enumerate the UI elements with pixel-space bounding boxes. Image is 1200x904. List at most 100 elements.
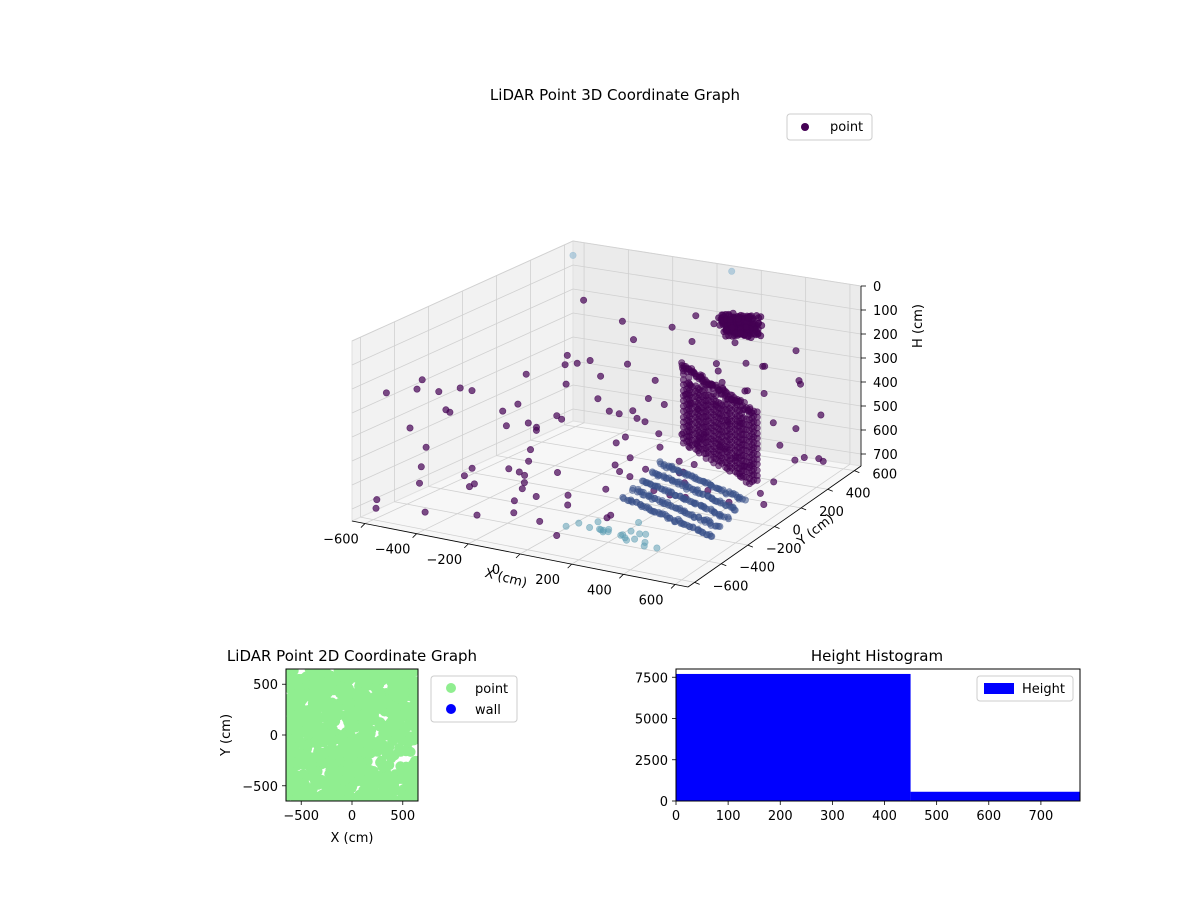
chart-2d-point <box>388 701 399 712</box>
chart-3d-point <box>769 419 777 427</box>
chart-3d-point <box>760 389 768 397</box>
chart-2d-point <box>288 669 299 676</box>
chart-2d-point <box>286 706 295 717</box>
chart-3d-point <box>596 525 604 533</box>
chart-3d-point <box>791 456 799 464</box>
chart-2d-point <box>359 720 370 731</box>
chart-2d-point <box>318 758 329 769</box>
chart-3d-title: LiDAR Point 3D Coordinate Graph <box>490 86 740 104</box>
chart-2d-point <box>402 794 413 801</box>
chart-3d-point <box>688 337 696 345</box>
chart-histogram-y-tick-label: 2500 <box>635 754 668 769</box>
chart-2d-point <box>323 669 334 680</box>
chart-3d-point <box>750 330 758 338</box>
chart-3d-point <box>744 314 752 322</box>
chart-2d-point <box>292 792 303 801</box>
chart-3d-point <box>621 433 629 441</box>
chart-3d-x-tickmark <box>670 584 676 589</box>
chart-2d-point <box>393 691 404 702</box>
chart-histogram-x-tick-label: 300 <box>820 809 845 824</box>
chart-3d-point <box>629 407 637 415</box>
chart-2d-point <box>296 728 307 739</box>
chart-2d-point <box>348 792 359 801</box>
chart-3d-point <box>731 506 739 514</box>
chart-3d-point <box>406 424 414 432</box>
chart-3d-y-tickmark <box>774 526 780 529</box>
chart-3d-ticks: −600−400−2000200400600−600−400−200020040… <box>323 280 898 608</box>
chart-2d-legend-marker-point <box>446 683 456 693</box>
chart-2d-point <box>341 765 352 776</box>
chart-3d-point <box>629 336 637 344</box>
chart-2d-point <box>286 746 293 757</box>
chart-2d-point <box>406 735 416 746</box>
chart-3d-point <box>640 542 648 550</box>
chart-3d-point <box>562 522 570 530</box>
chart-3d-point <box>753 460 761 468</box>
chart-2d-point <box>364 772 375 783</box>
chart-3d-xlabel: X (cm) <box>483 566 528 591</box>
chart-3d-y-tick-label: 0 <box>793 524 801 539</box>
chart-3d-point <box>460 472 468 480</box>
chart-2d-point <box>286 683 295 694</box>
chart-3d-point <box>776 441 784 449</box>
chart-3d-y-tick-label: 600 <box>872 468 897 483</box>
chart-2d-points <box>286 669 418 801</box>
chart-2d-point <box>402 770 413 781</box>
chart-3d-x-tickmark <box>567 563 572 569</box>
chart-2d-point <box>394 677 405 688</box>
chart-3d-point <box>465 483 473 491</box>
chart-3d-point <box>653 544 661 552</box>
chart-2d-point <box>324 705 335 716</box>
chart-3d-point <box>603 514 611 522</box>
chart-3d-x-tickmark <box>464 543 469 549</box>
chart-2d-point <box>377 739 388 750</box>
chart-3d-x-tickmark <box>515 553 521 559</box>
chart-histogram-frame <box>675 668 1081 802</box>
chart-3d-x-tickmark <box>619 574 624 579</box>
chart-histogram: Height Histogram 0 100 200 300 400 500 600 7000… <box>635 647 1081 824</box>
chart-histogram-y-tick-label: 7500 <box>635 671 668 686</box>
chart-2d-xlabel: X (cm) <box>331 831 374 846</box>
chart-2d-legend-marker-wall <box>446 704 456 714</box>
chart-3d-point <box>510 497 518 505</box>
chart-3d-point <box>564 501 572 509</box>
chart-histogram-ticks: 0 100 200 300 400 500 600 700 0 2500 5000 7500 <box>635 671 1053 824</box>
chart-3d-point <box>710 320 718 328</box>
chart-2d-point <box>369 694 380 705</box>
chart-3d-point <box>594 395 602 403</box>
chart-3d-z-tick-label: 0 <box>873 280 881 295</box>
chart-3d-gridline <box>572 264 862 311</box>
chart-3d-y-tick-label: −400 <box>739 561 775 576</box>
chart-2d-point <box>332 710 342 721</box>
chart-3d-gridline <box>572 288 862 335</box>
chart-2d-point <box>387 781 398 792</box>
chart-3d-point <box>612 439 620 447</box>
chart-3d-point <box>564 491 572 499</box>
chart-3d-gridline <box>360 516 695 583</box>
chart-2d-point <box>405 746 416 757</box>
chart-3d-point <box>742 323 750 331</box>
chart-3d-point <box>435 388 443 396</box>
chart-3d-point <box>743 387 751 395</box>
chart-3d-point <box>731 339 739 347</box>
chart-3d-point <box>515 468 523 476</box>
chart-3d-point <box>372 504 380 512</box>
chart-3d-z-tick-label: 300 <box>873 352 898 367</box>
chart-2d-point <box>355 746 365 757</box>
chart-3d-point <box>644 394 652 402</box>
chart-2d-point <box>371 675 382 686</box>
chart-3d-point <box>631 535 639 543</box>
chart-3d-point <box>742 359 750 367</box>
chart-2d-point <box>336 681 347 692</box>
chart-3d-point <box>553 468 561 476</box>
chart-3d-point <box>514 400 522 408</box>
chart-2d-point <box>395 719 406 730</box>
chart-3d-point <box>422 443 430 451</box>
chart-3d-point <box>753 476 761 484</box>
chart-2d-point <box>340 785 351 796</box>
chart-3d-point <box>505 465 513 473</box>
chart-2d-point <box>315 675 326 686</box>
chart-3d-point <box>421 508 429 516</box>
chart-2d-point <box>294 682 305 693</box>
chart-3d-point <box>573 359 581 367</box>
